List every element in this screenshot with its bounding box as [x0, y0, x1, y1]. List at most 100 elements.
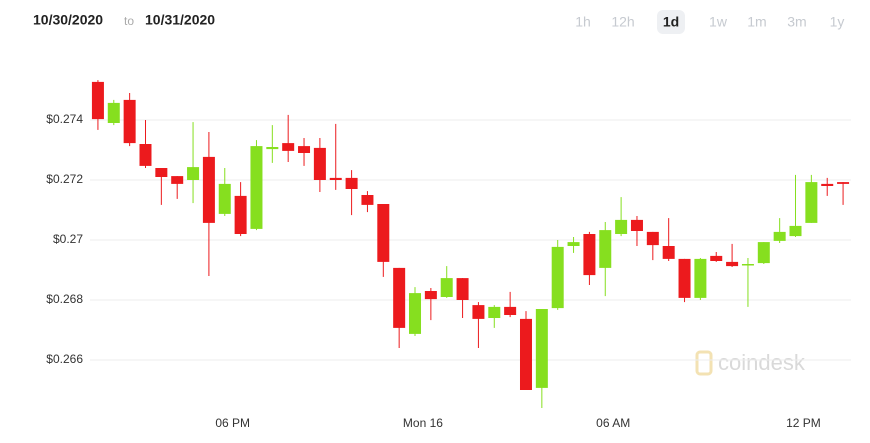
- candle-body: [250, 146, 263, 229]
- candle-body: [821, 183, 834, 186]
- candle: [234, 182, 247, 237]
- candle: [551, 240, 564, 310]
- candle-body: [218, 183, 231, 214]
- candle-body: [329, 177, 342, 180]
- candle: [155, 168, 168, 205]
- candle-body: [646, 231, 659, 246]
- range-button-label[interactable]: 1m: [747, 14, 766, 30]
- candle-body: [583, 234, 596, 276]
- range-button[interactable]: 1w: [709, 14, 728, 30]
- candle-body: [678, 258, 691, 298]
- candle-body: [805, 182, 818, 223]
- candle-body: [519, 318, 532, 390]
- range-button-label[interactable]: 12h: [611, 14, 634, 30]
- candle-body: [377, 204, 390, 262]
- candle-body: [694, 258, 707, 298]
- candle: [218, 168, 231, 216]
- range-button[interactable]: 1m: [747, 14, 766, 30]
- candle-body: [472, 305, 485, 319]
- watermark-text: coindesk: [718, 350, 806, 375]
- candle-body: [615, 219, 628, 234]
- candle: [694, 258, 707, 300]
- range-button[interactable]: 1d: [657, 10, 685, 34]
- candle-body: [567, 242, 580, 246]
- candle-body: [599, 230, 612, 268]
- candle: [298, 138, 311, 166]
- candle-body: [630, 219, 643, 231]
- candle: [837, 182, 850, 205]
- candle-body: [789, 225, 802, 237]
- range-button-label[interactable]: 1y: [830, 14, 845, 30]
- range-button[interactable]: 3m: [787, 14, 806, 30]
- y-tick-label: $0.274: [46, 112, 83, 126]
- candle-body: [313, 147, 326, 180]
- candle-body: [234, 195, 247, 234]
- candle: [139, 120, 152, 168]
- candle: [567, 237, 580, 253]
- candle: [282, 114, 295, 162]
- candle-body: [171, 176, 184, 184]
- candle: [123, 93, 136, 147]
- candle: [171, 176, 184, 199]
- range-button-label[interactable]: 1w: [709, 14, 728, 30]
- candle-body: [393, 267, 406, 328]
- y-tick-label: $0.272: [46, 172, 83, 186]
- candle: [187, 122, 200, 204]
- candle: [202, 132, 215, 276]
- range-button[interactable]: 1y: [830, 14, 845, 30]
- candle-body: [202, 156, 215, 223]
- candle-body: [282, 143, 295, 151]
- candle: [377, 204, 390, 277]
- range-button-label[interactable]: 3m: [787, 14, 806, 30]
- range-button[interactable]: 1h: [575, 14, 591, 30]
- candle: [107, 99, 120, 126]
- candle: [313, 138, 326, 192]
- candle-body: [757, 242, 770, 264]
- x-tick-label: 12 PM: [786, 416, 821, 430]
- y-tick-label: $0.268: [46, 292, 83, 306]
- range-button-label[interactable]: 1h: [575, 14, 591, 30]
- date-separator: to: [124, 14, 134, 28]
- candle: [773, 218, 786, 243]
- watermark-icon: [695, 350, 713, 376]
- range-button[interactable]: 12h: [611, 14, 634, 30]
- candle-body: [345, 177, 358, 189]
- candle: [393, 267, 406, 348]
- candle-body: [409, 293, 422, 334]
- range-button-bg[interactable]: [657, 10, 685, 34]
- y-tick-label: $0.266: [46, 352, 83, 366]
- candle: [440, 266, 453, 298]
- candle: [757, 242, 770, 264]
- candle-body: [504, 306, 517, 315]
- candle: [266, 125, 279, 163]
- candle-body: [139, 144, 152, 166]
- date-from: 10/30/2020: [33, 12, 103, 28]
- candle-body: [187, 167, 200, 180]
- candle-body: [773, 231, 786, 241]
- candle-body: [107, 102, 120, 123]
- candle-body: [726, 261, 739, 267]
- candle: [488, 305, 501, 328]
- candle: [504, 291, 517, 318]
- candle-body: [298, 146, 311, 153]
- candle-body: [91, 81, 104, 120]
- range-button-label[interactable]: 1d: [663, 14, 679, 30]
- candle: [710, 252, 723, 262]
- candle: [409, 287, 422, 336]
- candle: [678, 258, 691, 303]
- candle: [472, 302, 485, 348]
- candle-body: [535, 309, 548, 388]
- candle: [456, 278, 469, 318]
- candle-body: [266, 147, 279, 150]
- candle-body: [741, 264, 754, 266]
- candle: [519, 311, 532, 390]
- candle: [535, 309, 548, 408]
- date-to: 10/31/2020: [145, 12, 215, 28]
- candle: [345, 170, 358, 216]
- candle-body: [123, 99, 136, 144]
- candle: [789, 174, 802, 237]
- candle: [821, 177, 834, 196]
- candle-body: [361, 195, 374, 205]
- candle-body: [424, 291, 437, 300]
- candle-body: [456, 278, 469, 300]
